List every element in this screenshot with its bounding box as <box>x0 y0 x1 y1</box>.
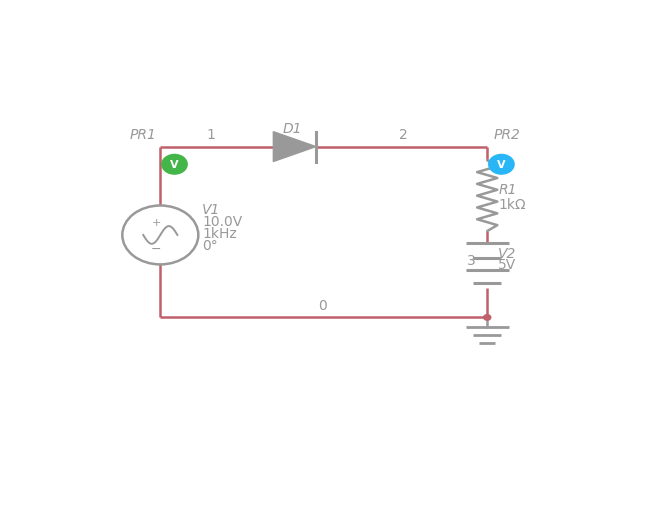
Text: D1: D1 <box>283 122 302 135</box>
Text: 0: 0 <box>318 299 327 313</box>
Text: 5V: 5V <box>498 258 517 272</box>
Text: 1kΩ: 1kΩ <box>498 197 526 211</box>
Polygon shape <box>273 132 316 162</box>
Circle shape <box>162 155 187 175</box>
Text: PR2: PR2 <box>493 127 520 142</box>
Text: 0°: 0° <box>202 238 218 252</box>
Text: V1: V1 <box>202 203 221 217</box>
Circle shape <box>484 315 490 321</box>
Text: PR1: PR1 <box>130 127 157 142</box>
Text: R1: R1 <box>498 183 517 196</box>
Text: 3: 3 <box>468 254 476 268</box>
Text: 1: 1 <box>207 128 215 142</box>
Text: V: V <box>170 160 179 170</box>
Circle shape <box>489 155 514 175</box>
Text: 10.0V: 10.0V <box>202 215 243 229</box>
Text: −: − <box>151 242 162 255</box>
Text: V: V <box>497 160 506 170</box>
Text: +: + <box>152 217 161 227</box>
Text: 2: 2 <box>399 128 408 142</box>
Text: 1kHz: 1kHz <box>202 227 237 241</box>
Text: V2: V2 <box>498 246 517 260</box>
